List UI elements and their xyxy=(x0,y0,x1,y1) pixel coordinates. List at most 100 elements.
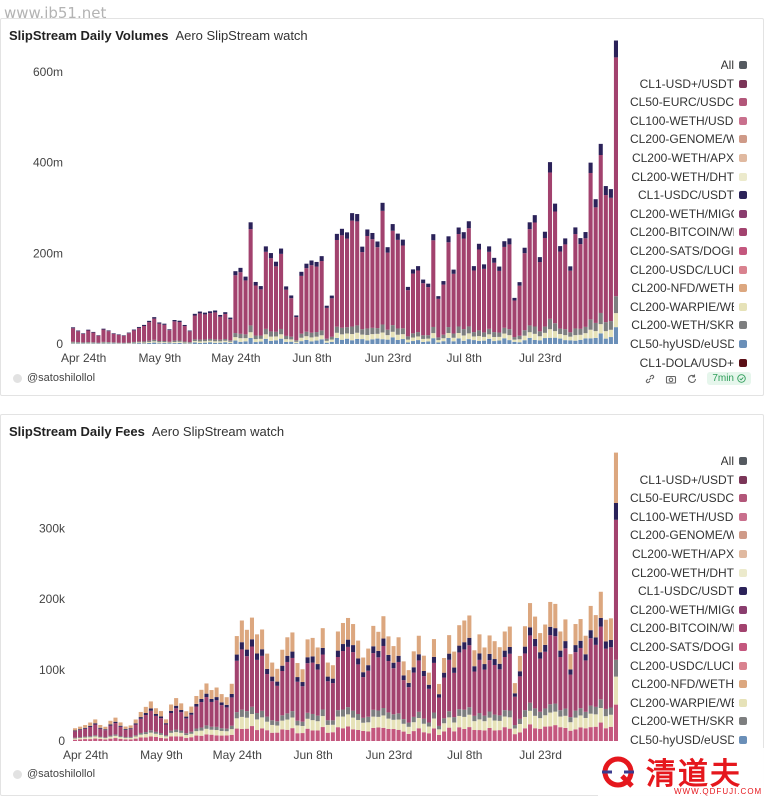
bar-segment[interactable] xyxy=(573,340,578,344)
bar-segment[interactable] xyxy=(234,718,239,729)
bar-segment[interactable] xyxy=(305,718,310,729)
bar-segment[interactable] xyxy=(442,731,447,741)
bar-segment[interactable] xyxy=(153,731,158,734)
bar-segment[interactable] xyxy=(507,710,512,718)
legend-item[interactable]: CL200-BITCOIN/WETH xyxy=(630,620,747,636)
bar-segment[interactable] xyxy=(477,653,482,660)
bar-segment[interactable] xyxy=(588,727,593,741)
bar-segment[interactable] xyxy=(148,701,153,709)
bar-segment[interactable] xyxy=(461,340,466,344)
bar-stack[interactable] xyxy=(608,189,613,344)
bar-segment[interactable] xyxy=(598,708,603,723)
bar-segment[interactable] xyxy=(197,342,202,344)
bar-segment[interactable] xyxy=(91,342,96,343)
bar-segment[interactable] xyxy=(533,616,538,639)
bar-segment[interactable] xyxy=(249,639,254,647)
bar-stack[interactable] xyxy=(568,654,573,741)
bar-segment[interactable] xyxy=(462,642,467,650)
bar-segment[interactable] xyxy=(613,676,618,705)
bar-segment[interactable] xyxy=(356,729,361,741)
bar-segment[interactable] xyxy=(345,232,350,239)
bar-stack[interactable] xyxy=(238,267,243,344)
bar-segment[interactable] xyxy=(108,735,113,737)
bar-segment[interactable] xyxy=(275,681,280,686)
bar-segment[interactable] xyxy=(365,340,370,344)
bar-segment[interactable] xyxy=(123,729,128,738)
bar-segment[interactable] xyxy=(305,639,310,658)
bar-segment[interactable] xyxy=(421,279,426,284)
bar-segment[interactable] xyxy=(351,645,356,653)
bar-segment[interactable] xyxy=(558,328,563,335)
bar-segment[interactable] xyxy=(558,716,563,728)
bar-segment[interactable] xyxy=(431,728,436,741)
bar-segment[interactable] xyxy=(538,658,543,712)
bar-segment[interactable] xyxy=(315,664,320,670)
bar-stack[interactable] xyxy=(295,663,300,741)
bar-segment[interactable] xyxy=(456,338,461,344)
bar-segment[interactable] xyxy=(446,242,451,328)
bar-segment[interactable] xyxy=(548,726,553,741)
bar-segment[interactable] xyxy=(543,726,548,741)
bar-segment[interactable] xyxy=(563,715,568,728)
bar-stack[interactable] xyxy=(273,261,279,344)
bar-segment[interactable] xyxy=(169,732,174,737)
bar-segment[interactable] xyxy=(608,337,613,344)
bar-segment[interactable] xyxy=(91,332,96,343)
bar-segment[interactable] xyxy=(385,339,390,344)
bar-segment[interactable] xyxy=(128,739,133,741)
bar-stack[interactable] xyxy=(164,719,169,741)
bar-segment[interactable] xyxy=(390,337,395,344)
bar-segment[interactable] xyxy=(162,323,167,325)
bar-segment[interactable] xyxy=(492,730,497,741)
bar-segment[interactable] xyxy=(86,329,91,331)
bar-stack[interactable] xyxy=(502,241,507,344)
bar-segment[interactable] xyxy=(487,711,492,718)
bar-segment[interactable] xyxy=(113,717,118,722)
bar-segment[interactable] xyxy=(426,672,431,685)
bar-segment[interactable] xyxy=(395,334,400,340)
bar-stack[interactable] xyxy=(239,620,244,741)
bar-segment[interactable] xyxy=(431,338,436,344)
bar-segment[interactable] xyxy=(334,337,339,344)
bar-stack[interactable] xyxy=(81,333,86,344)
bar-segment[interactable] xyxy=(355,338,360,344)
bar-segment[interactable] xyxy=(340,716,345,729)
bar-stack[interactable] xyxy=(213,310,218,344)
bar-stack[interactable] xyxy=(603,619,608,741)
bar-segment[interactable] xyxy=(406,682,411,688)
bar-segment[interactable] xyxy=(361,672,366,678)
bar-segment[interactable] xyxy=(204,683,209,694)
bar-segment[interactable] xyxy=(300,686,305,722)
bar-segment[interactable] xyxy=(143,706,148,713)
bar-segment[interactable] xyxy=(133,723,138,725)
bar-segment[interactable] xyxy=(487,338,492,344)
bar-segment[interactable] xyxy=(507,717,512,729)
bar-segment[interactable] xyxy=(381,715,386,728)
bar-segment[interactable] xyxy=(492,341,497,344)
bar-segment[interactable] xyxy=(138,718,143,733)
bar-segment[interactable] xyxy=(239,709,244,717)
bar-stack[interactable] xyxy=(583,232,588,344)
bar-segment[interactable] xyxy=(537,257,542,263)
bar-segment[interactable] xyxy=(588,319,593,330)
bar-stack[interactable] xyxy=(416,635,421,741)
bar-segment[interactable] xyxy=(391,729,396,741)
bar-segment[interactable] xyxy=(345,333,350,339)
bar-segment[interactable] xyxy=(103,739,108,741)
bar-segment[interactable] xyxy=(578,619,583,641)
bar-segment[interactable] xyxy=(391,646,396,663)
bar-segment[interactable] xyxy=(133,738,138,741)
bar-segment[interactable] xyxy=(361,677,366,718)
bar-segment[interactable] xyxy=(244,629,249,650)
bar-stack[interactable] xyxy=(583,635,588,741)
bar-segment[interactable] xyxy=(553,636,558,704)
bar-segment[interactable] xyxy=(118,725,123,727)
bar-segment[interactable] xyxy=(426,684,431,689)
bar-segment[interactable] xyxy=(202,341,207,343)
bar-segment[interactable] xyxy=(568,340,573,344)
bar-segment[interactable] xyxy=(436,298,441,338)
bar-segment[interactable] xyxy=(81,333,86,343)
bar-segment[interactable] xyxy=(133,735,138,737)
bar-segment[interactable] xyxy=(233,275,238,334)
bar-segment[interactable] xyxy=(224,704,229,708)
